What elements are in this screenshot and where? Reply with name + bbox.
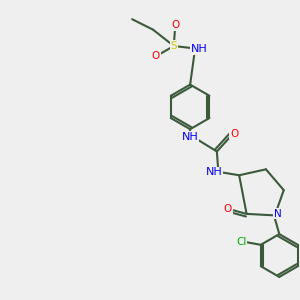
Text: O: O xyxy=(171,20,179,30)
Text: Cl: Cl xyxy=(236,237,247,247)
Text: NH: NH xyxy=(191,44,207,54)
Text: NH: NH xyxy=(206,167,222,177)
Text: NH: NH xyxy=(182,132,199,142)
Text: O: O xyxy=(230,129,238,139)
Text: O: O xyxy=(152,51,160,62)
Text: O: O xyxy=(224,204,232,214)
Text: S: S xyxy=(170,41,177,51)
Text: N: N xyxy=(274,209,282,219)
